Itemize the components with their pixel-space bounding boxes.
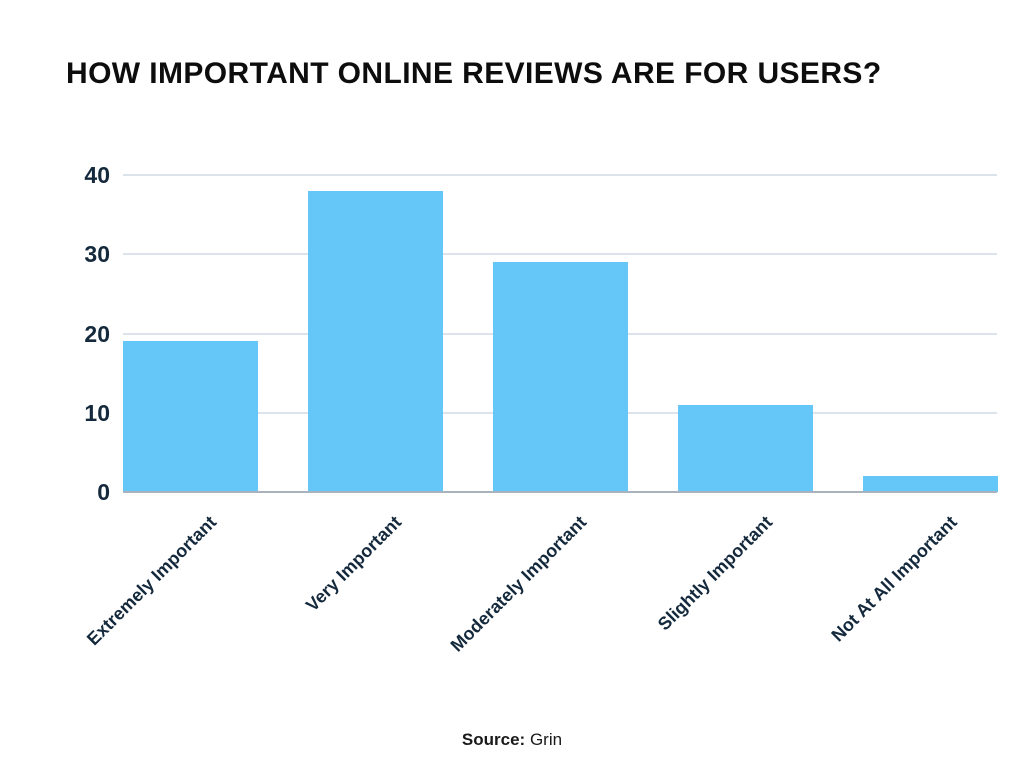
bar-very-important: [308, 190, 443, 492]
bar-slightly-important: [678, 404, 813, 492]
x-axis-label-not-at-all-important: Not At All Important: [827, 512, 961, 646]
y-tick-label-20: 20: [84, 320, 110, 347]
y-tick-label-40: 40: [84, 162, 110, 188]
x-axis-label-slightly-important: Slightly Important: [653, 512, 776, 635]
x-axis-label-extremely-important: Extremely Important: [83, 512, 221, 650]
x-axis-line: [123, 491, 997, 493]
y-tick-label-0: 0: [97, 479, 110, 505]
bar-extremely-important: [123, 341, 258, 492]
x-axis-label-very-important: Very Important: [302, 512, 406, 616]
source-note: Source: Grin: [0, 730, 1024, 750]
bar-not-at-all-important: [863, 476, 998, 492]
y-tick-label-10: 10: [84, 399, 110, 426]
x-axis-label-moderately-important: Moderately Important: [447, 512, 591, 656]
source-label: Source:: [461, 730, 526, 749]
y-tick-label-30: 30: [84, 241, 110, 268]
chart-title: HOW IMPORTANT ONLINE REVIEWS ARE FOR USE…: [66, 57, 882, 90]
bar-moderately-important: [493, 262, 628, 492]
source-name: Grin: [529, 730, 563, 749]
gridline-30: [123, 253, 997, 256]
gridline-40: [123, 174, 997, 176]
